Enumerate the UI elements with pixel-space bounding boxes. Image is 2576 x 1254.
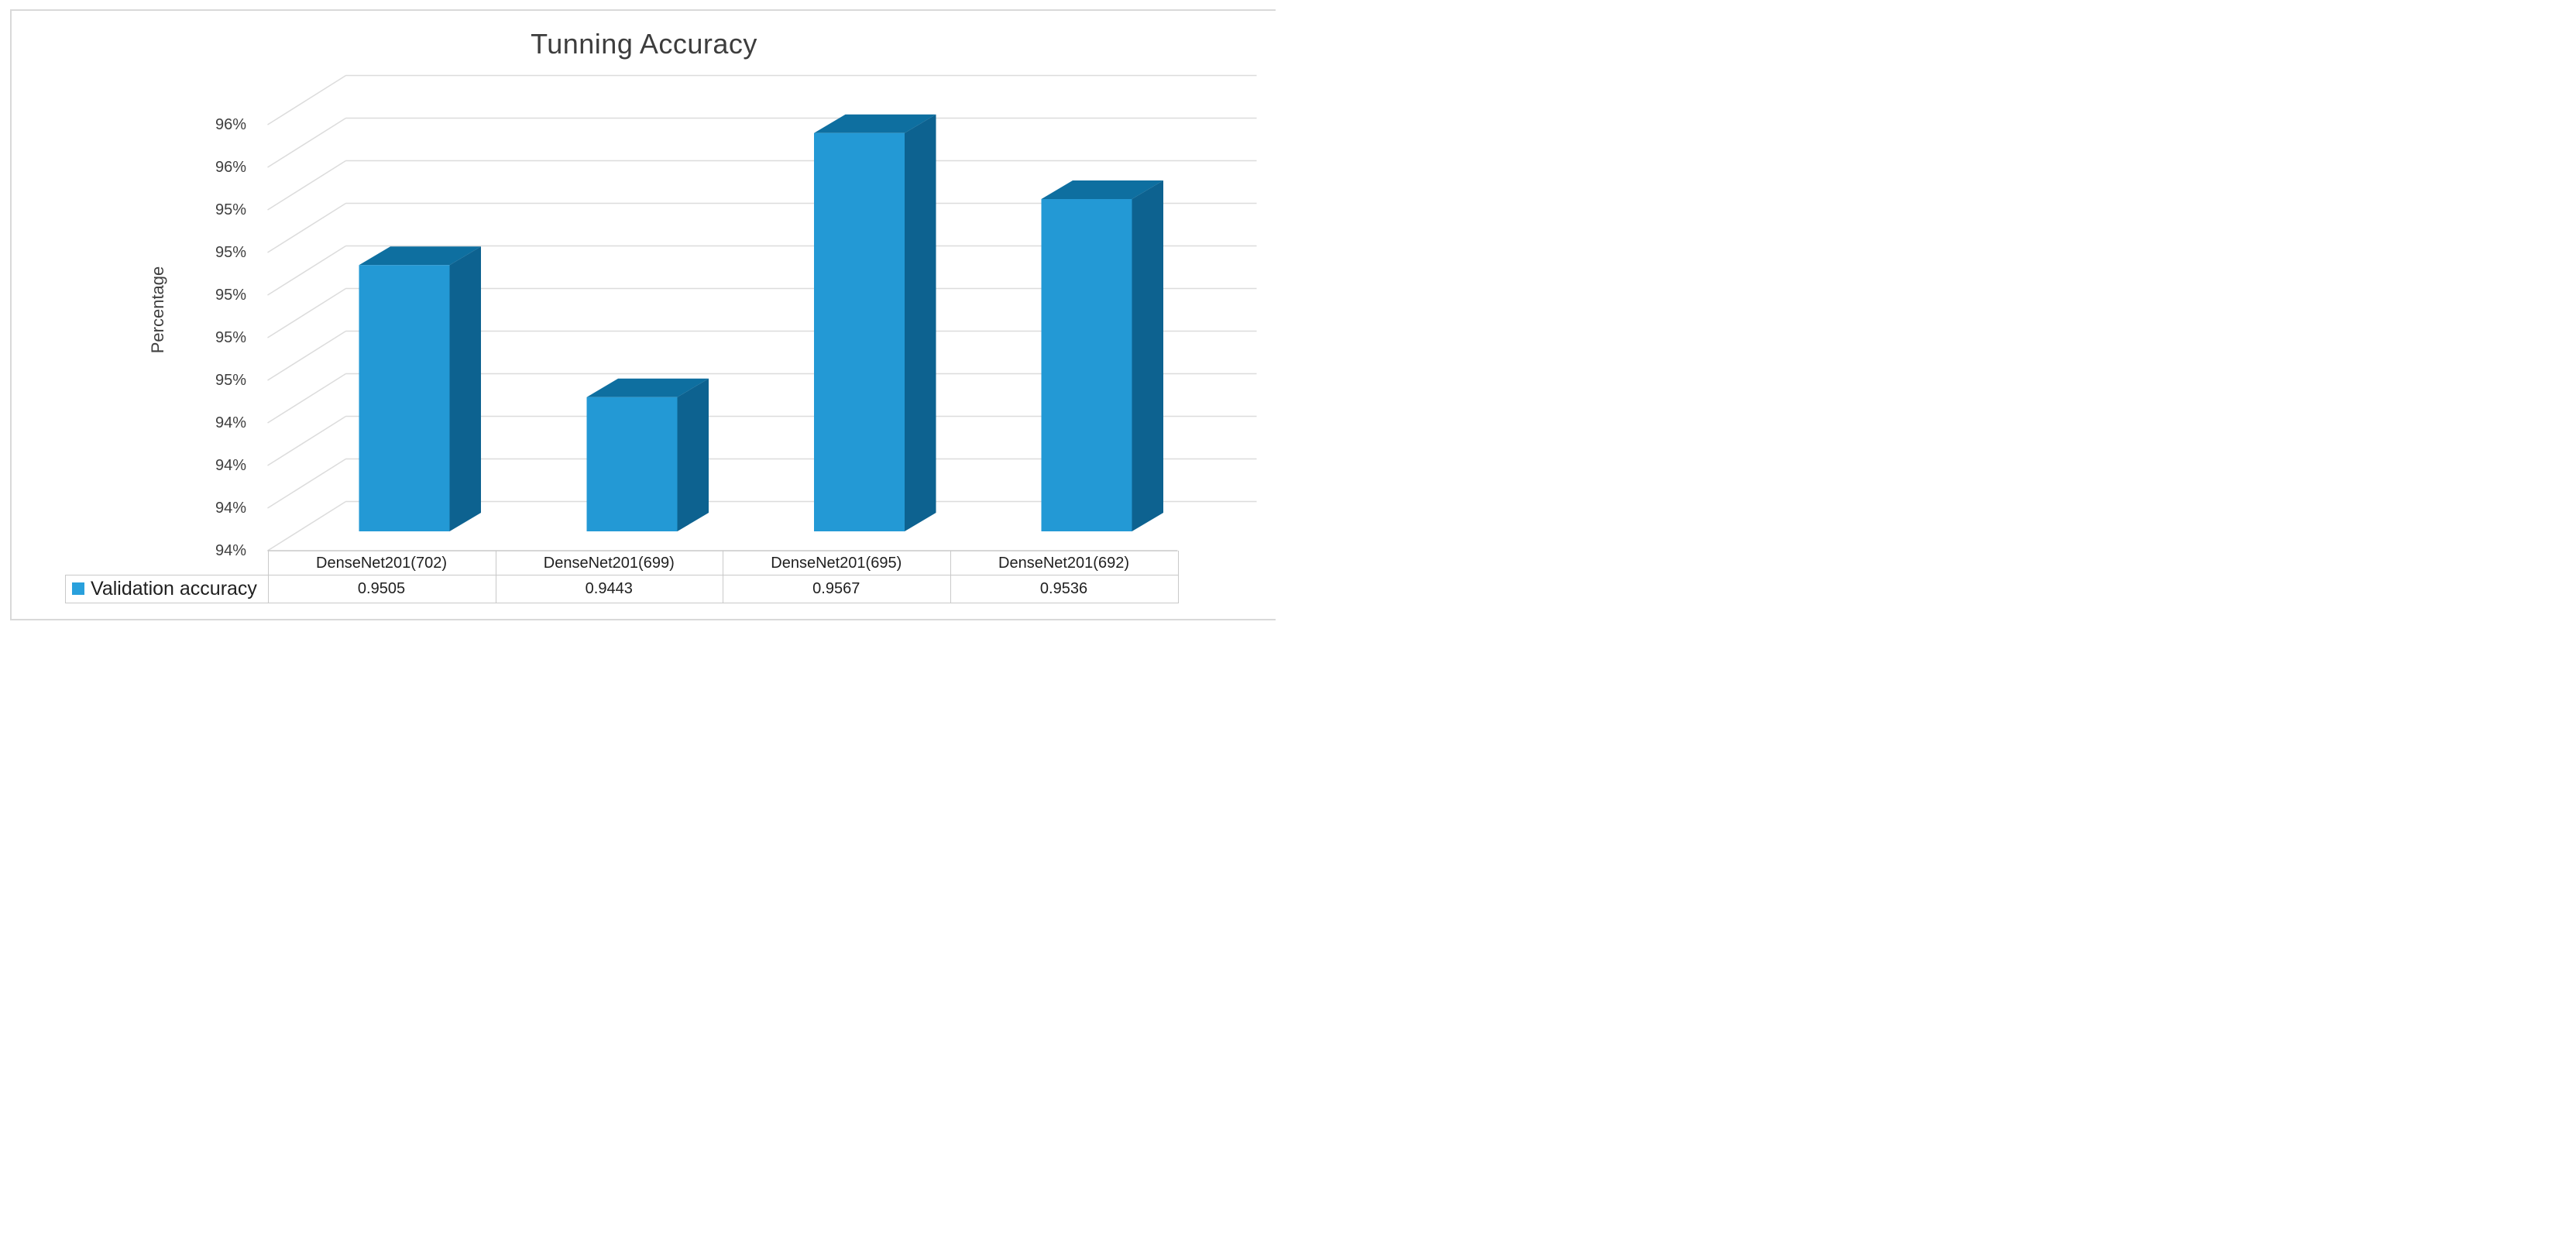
y-axis-tick-label: 95%: [215, 244, 246, 261]
bar-top-face[interactable]: [814, 114, 936, 133]
y-axis-tick-label: 94%: [215, 500, 246, 517]
chart-border-top: [10, 9, 1276, 11]
plot-area-3d: [267, 74, 1257, 551]
chart-border-bottom: [10, 619, 1276, 620]
gridline-slant: [267, 117, 346, 168]
table-left-border: [65, 574, 66, 603]
y-axis-tick-label: 94%: [215, 414, 246, 431]
series-legend-label: Validation accuracy: [91, 578, 257, 600]
y-axis-tick-label: 94%: [215, 457, 246, 474]
gridline-slant: [267, 415, 346, 466]
table-column-divider: [950, 551, 951, 603]
table-value-cell: 0.9567: [812, 580, 860, 597]
y-axis-tick-label: 96%: [215, 159, 246, 176]
y-axis-tick-label: 95%: [215, 372, 246, 389]
chart-area: Tunning Accuracy Percentage 96% 96% 95% 95%…: [0, 0, 1288, 627]
bar-side-face[interactable]: [449, 246, 482, 531]
category-label: DenseNet201(699): [543, 555, 675, 572]
category-label: DenseNet201(702): [316, 555, 447, 572]
y-axis-tick-label: 96%: [215, 116, 246, 133]
gridline-slant: [267, 160, 346, 211]
y-axis-tick-label: 94%: [215, 542, 246, 559]
chart-title: Tunning Accuracy: [531, 28, 757, 60]
gridline-slant: [267, 330, 346, 381]
y-axis-tick-label: 95%: [215, 329, 246, 346]
bar-front-face[interactable]: [359, 265, 450, 531]
table-column-divider: [267, 551, 269, 603]
bar-top-face[interactable]: [586, 378, 709, 397]
gridline-slant: [267, 500, 346, 551]
chart-border-left: [10, 9, 12, 620]
bar-front-face[interactable]: [814, 132, 905, 531]
y-axis-tick-label: 95%: [215, 201, 246, 218]
gridline-slant: [267, 458, 346, 509]
series-legend-swatch-icon: [72, 582, 84, 595]
y-axis-tick-label: 95%: [215, 287, 246, 304]
bar-front-face[interactable]: [1041, 199, 1132, 531]
table-value-cell: 0.9443: [585, 580, 633, 597]
gridline-slant: [267, 74, 346, 125]
bar-front-face[interactable]: [586, 397, 678, 531]
gridline-slant: [267, 245, 346, 296]
bar-side-face[interactable]: [905, 114, 936, 531]
table-column-divider: [1177, 551, 1179, 603]
table-value-cell: 0.9505: [357, 580, 406, 597]
legend-cell: Validation accuracy: [65, 575, 267, 603]
bar-side-face[interactable]: [1132, 180, 1164, 531]
gridline-slant: [267, 373, 346, 424]
bar-top-face[interactable]: [1041, 180, 1164, 199]
gridline-slant: [267, 287, 346, 338]
gridline-slant: [267, 202, 346, 253]
category-label: DenseNet201(692): [998, 555, 1129, 572]
bar-side-face[interactable]: [677, 378, 709, 531]
table-value-cell: 0.9536: [1039, 580, 1088, 597]
bar-top-face[interactable]: [359, 246, 482, 266]
category-label: DenseNet201(695): [771, 555, 902, 572]
